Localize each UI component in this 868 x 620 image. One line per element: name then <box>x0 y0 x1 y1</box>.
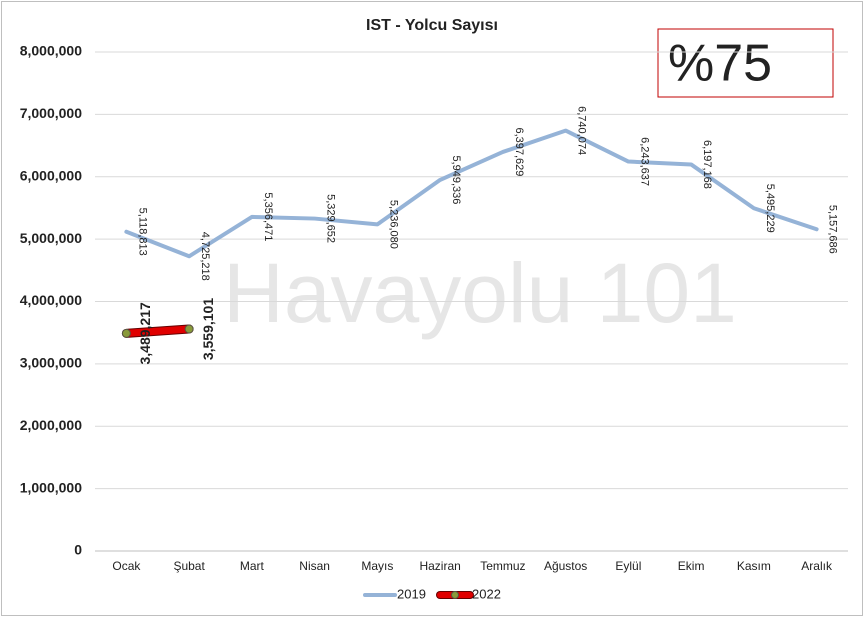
legend-label: 2022 <box>472 586 501 601</box>
y-tick-label: 1,000,000 <box>20 479 82 495</box>
x-tick-label: Ocak <box>112 559 141 573</box>
y-tick-label: 3,000,000 <box>20 355 82 371</box>
y-tick-label: 8,000,000 <box>20 43 82 59</box>
data-label: 6,197,168 <box>701 140 713 189</box>
annotation: %75 <box>668 35 772 93</box>
data-label: 5,356,471 <box>262 192 274 241</box>
y-tick-label: 0 <box>74 542 82 558</box>
y-tick-label: 6,000,000 <box>20 167 82 183</box>
watermark: Havayolu 101 <box>223 246 737 340</box>
x-tick-label: Kasım <box>737 559 771 573</box>
x-tick-label: Aralık <box>801 559 833 573</box>
x-tick-label: Ekim <box>678 559 705 573</box>
x-tick-label: Eylül <box>615 559 641 573</box>
y-tick-label: 5,000,000 <box>20 230 82 246</box>
data-label: 5,118,813 <box>136 208 148 256</box>
data-label: 4,725,218 <box>199 232 211 281</box>
series-line <box>124 128 819 259</box>
legend-marker <box>451 591 459 599</box>
marker <box>121 328 131 338</box>
marker <box>184 324 194 334</box>
data-label: 3,559,101 <box>200 298 216 360</box>
data-label: 5,495,229 <box>764 184 776 233</box>
data-label: 5,329,652 <box>325 194 337 243</box>
x-tick-label: Mayıs <box>361 559 393 573</box>
y-tick-label: 2,000,000 <box>20 417 82 433</box>
legend-label: 2019 <box>397 586 426 601</box>
y-tick-label: 7,000,000 <box>20 105 82 121</box>
annotation-box <box>657 28 834 98</box>
x-tick-label: Nisan <box>299 559 330 573</box>
series-line <box>122 325 193 337</box>
x-tick-label: Ağustos <box>544 559 587 573</box>
data-label: 6,397,629 <box>513 127 525 176</box>
data-label: 3,489,217 <box>137 302 153 364</box>
data-label: 5,236,080 <box>387 200 399 249</box>
data-label: 5,157,686 <box>827 205 839 254</box>
x-tick-label: Şubat <box>173 559 205 573</box>
x-tick-label: Haziran <box>419 559 460 573</box>
data-label: 6,243,637 <box>638 137 650 186</box>
x-tick-label: Temmuz <box>480 559 525 573</box>
data-label: 6,740,074 <box>576 106 588 155</box>
data-label: 5,949,336 <box>450 155 462 204</box>
x-tick-label: Mart <box>240 559 265 573</box>
y-tick-label: 4,000,000 <box>20 292 82 308</box>
chart-title: IST - Yolcu Sayısı <box>366 17 498 34</box>
